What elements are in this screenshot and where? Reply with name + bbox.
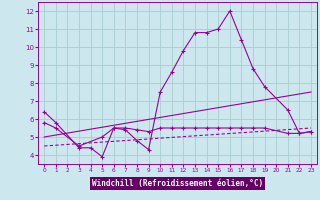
X-axis label: Windchill (Refroidissement éolien,°C): Windchill (Refroidissement éolien,°C) xyxy=(92,179,263,188)
